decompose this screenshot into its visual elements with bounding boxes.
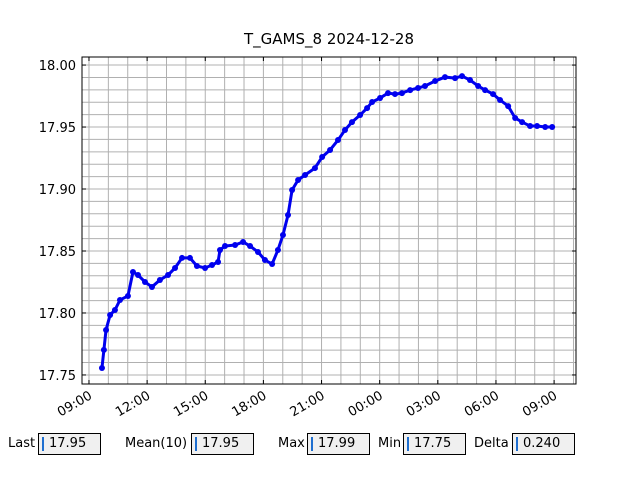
x-tick-label: 03:00 [404, 388, 444, 420]
data-point [186, 254, 193, 261]
data-point [103, 326, 110, 333]
data-point [407, 87, 414, 94]
data-point [98, 365, 105, 372]
data-point [475, 83, 482, 90]
data-point [269, 261, 276, 268]
data-point [129, 268, 136, 275]
data-point [222, 243, 229, 250]
data-point [279, 232, 286, 239]
data-point [156, 276, 163, 283]
data-point [497, 97, 504, 104]
data-point [466, 77, 473, 84]
data-point [193, 262, 200, 269]
data-point [459, 73, 466, 80]
data-point [165, 272, 172, 279]
x-tick-label: 00:00 [346, 388, 386, 420]
data-point [135, 272, 142, 279]
chart: T_GAMS_8 2024-12-28 17.75 17.80 17.85 17.90… [39, 30, 577, 420]
field-label: Last [8, 436, 36, 451]
data-point [111, 306, 118, 313]
field-label: Delta [474, 436, 509, 451]
x-tick-label: 09:00 [55, 388, 95, 420]
data-point [254, 248, 261, 255]
data-point [505, 103, 512, 110]
data-point [527, 123, 534, 130]
field-label: Max [278, 436, 305, 451]
data-point [415, 84, 422, 91]
data-point [542, 124, 549, 131]
data-point [179, 254, 186, 261]
data-point [490, 91, 497, 98]
x-tick-label: 18:00 [229, 388, 269, 420]
x-tick-label: 09:00 [520, 388, 560, 420]
y-tick-label: 17.90 [39, 183, 76, 198]
data-point [232, 242, 239, 249]
chart-title: T_GAMS_8 2024-12-28 [243, 30, 414, 49]
data-point [261, 257, 268, 264]
y-tick-label: 17.85 [39, 245, 76, 260]
data-point [385, 90, 392, 97]
data-point [512, 114, 519, 121]
y-tick-label: 17.80 [39, 307, 76, 322]
data-point [357, 112, 364, 119]
field-input[interactable]: 0.240 [512, 433, 575, 455]
data-line [100, 74, 553, 369]
data-point [247, 243, 254, 250]
data-point [364, 105, 371, 112]
data-point [377, 95, 384, 102]
data-point [295, 176, 302, 183]
data-point [432, 78, 439, 85]
data-point [549, 124, 556, 131]
field-label: Min [378, 436, 402, 451]
field-input[interactable]: 17.95 [38, 433, 101, 455]
data-point [422, 83, 429, 90]
data-point [348, 119, 355, 126]
data-point [141, 278, 148, 285]
field-input[interactable]: 17.95 [191, 433, 254, 455]
x-tick-label: 15:00 [171, 388, 211, 420]
x-tick-label: 21:00 [288, 388, 328, 420]
field-input[interactable]: 17.75 [403, 433, 466, 455]
data-point [215, 259, 222, 266]
field-input[interactable]: 17.99 [307, 433, 370, 455]
field-label: Mean(10) [125, 436, 188, 451]
x-tick-label: 12:00 [113, 388, 153, 420]
data-point [519, 119, 526, 126]
plot-frame [81, 56, 577, 385]
data-point [209, 262, 216, 269]
data-point [172, 264, 179, 271]
x-tick-label: 06:00 [462, 388, 502, 420]
data-point [289, 187, 296, 194]
data-point [107, 311, 114, 318]
data-point [148, 283, 155, 290]
data-point [341, 127, 348, 134]
data-point [482, 87, 489, 94]
data-point [216, 247, 223, 254]
data-point [100, 346, 107, 353]
data-point [311, 165, 318, 172]
y-tick-label: 17.95 [39, 121, 76, 136]
data-point [327, 146, 334, 153]
data-point [116, 296, 123, 303]
data-point [391, 91, 398, 98]
y-tick-label: 18.00 [39, 59, 76, 74]
data-point [124, 292, 131, 299]
y-tick-label: 17.75 [39, 369, 76, 384]
data-point [202, 264, 209, 271]
data-point [335, 137, 342, 144]
data-point [369, 98, 376, 105]
data-point [534, 123, 541, 130]
data-point [240, 238, 247, 245]
data-point [452, 75, 459, 82]
data-point [274, 247, 281, 254]
data-point [398, 90, 405, 97]
data-point [302, 172, 309, 179]
data-point [285, 212, 292, 219]
data-point [319, 154, 326, 161]
data-point [441, 74, 448, 81]
